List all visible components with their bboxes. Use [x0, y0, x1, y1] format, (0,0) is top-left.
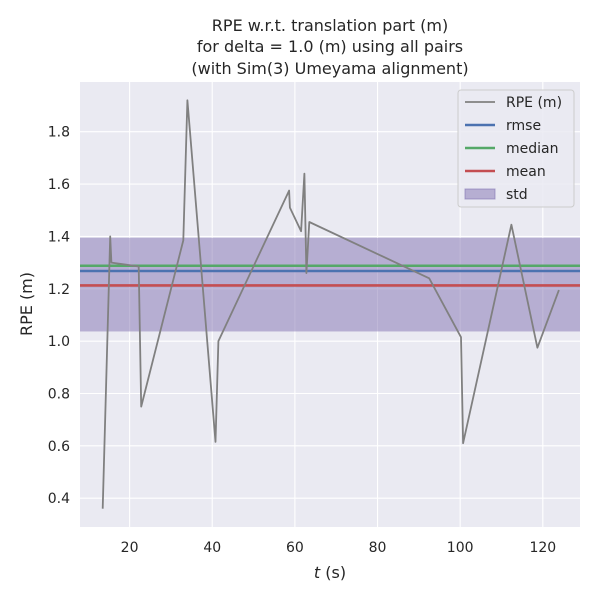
x-axis-label-unit: (s): [320, 563, 346, 582]
y-tick-label-1.6: 1.6: [48, 177, 70, 193]
y-tick-label-0.8: 0.8: [48, 387, 70, 403]
y-tick-label-0.4: 0.4: [48, 491, 70, 507]
y-axis-label: RPE (m): [17, 272, 36, 336]
y-tick-label-0.6: 0.6: [48, 439, 70, 455]
x-axis-label-symbol: t: [314, 563, 321, 582]
legend-label-median: median: [506, 141, 558, 157]
y-tick-label-1.2: 1.2: [48, 282, 70, 298]
x-axis-label: t (s): [314, 563, 346, 582]
legend: RPE (m) rmse median mean std: [457, 89, 575, 208]
legend-label-rmse: rmse: [506, 118, 541, 134]
legend-label-mean: mean: [506, 164, 546, 180]
y-tick-label-1.8: 1.8: [48, 125, 70, 141]
x-tick-label-80: 80: [369, 540, 387, 556]
chart-title-line-1: RPE w.r.t. translation part (m): [212, 16, 448, 35]
x-tick-label-60: 60: [286, 540, 304, 556]
rpe-series-line: [101, 99, 560, 509]
legend-frame: [457, 89, 575, 208]
x-tick-label-40: 40: [203, 540, 221, 556]
legend-swatch-std: [464, 188, 496, 200]
x-tick-label-120: 120: [529, 540, 556, 556]
x-tick-label-100: 100: [447, 540, 474, 556]
chart-title-line-2: for delta = 1.0 (m) using all pairs: [197, 37, 463, 56]
legend-label-std: std: [506, 187, 528, 203]
y-tick-label-1.4: 1.4: [48, 229, 70, 245]
x-tick-label-20: 20: [121, 540, 139, 556]
y-tick-label-1.0: 1.0: [48, 334, 70, 350]
legend-label-rpe-m: RPE (m): [506, 95, 562, 111]
series-layer: [101, 99, 560, 509]
tick-labels: 20 40 60 80 100 120 0.4 0.6 0.8 1.0 1.2 1.4 1.6 1.8: [48, 125, 556, 556]
chart-title-line-3: (with Sim(3) Umeyama alignment): [191, 59, 468, 78]
